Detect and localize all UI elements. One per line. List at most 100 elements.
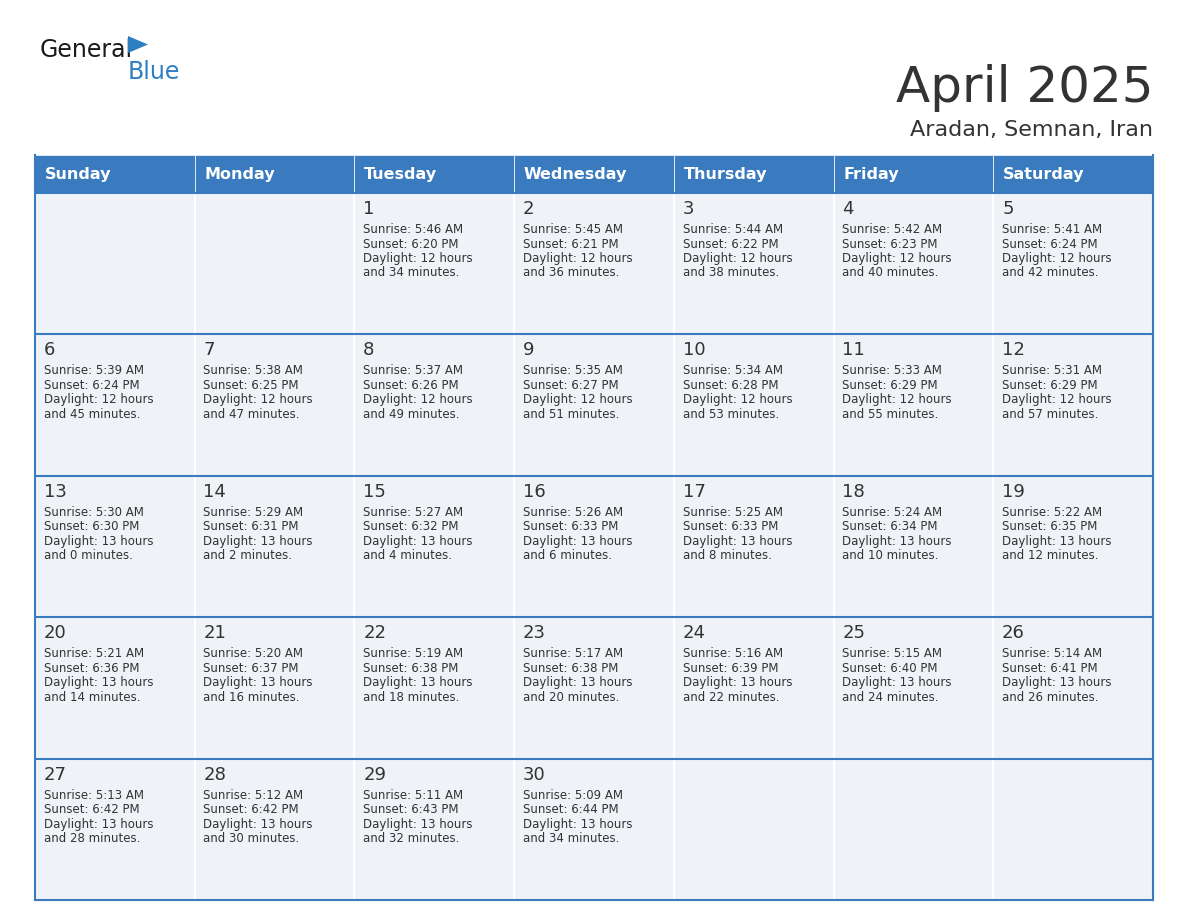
Text: Sunrise: 5:12 AM: Sunrise: 5:12 AM [203,789,304,801]
Text: 5: 5 [1001,200,1013,218]
Text: Aradan, Semnan, Iran: Aradan, Semnan, Iran [910,120,1154,140]
Text: Wednesday: Wednesday [524,166,627,182]
Text: Sunset: 6:29 PM: Sunset: 6:29 PM [842,379,939,392]
Bar [34,334,195,476]
Text: Daylight: 13 hours: Daylight: 13 hours [683,677,792,689]
Bar [354,193,514,334]
Text: and 24 minutes.: and 24 minutes. [842,690,939,704]
Bar [674,617,834,758]
Bar [514,617,674,758]
Text: Daylight: 12 hours: Daylight: 12 hours [1001,394,1112,407]
Polygon shape [128,36,148,53]
Text: 6: 6 [44,341,55,360]
Text: Sunset: 6:24 PM: Sunset: 6:24 PM [1001,238,1098,251]
Text: Sunrise: 5:46 AM: Sunrise: 5:46 AM [364,223,463,236]
Text: 13: 13 [44,483,67,501]
Bar [834,193,993,334]
Bar [514,155,674,193]
Bar [834,476,993,617]
Text: 19: 19 [1001,483,1025,501]
Text: April 2025: April 2025 [896,64,1154,112]
Text: Sunrise: 5:27 AM: Sunrise: 5:27 AM [364,506,463,519]
Text: Daylight: 13 hours: Daylight: 13 hours [523,535,632,548]
Text: Tuesday: Tuesday [364,166,437,182]
Text: 18: 18 [842,483,865,501]
Bar [195,193,354,334]
Text: General: General [40,38,133,62]
Text: Daylight: 12 hours: Daylight: 12 hours [364,252,473,265]
Text: Daylight: 13 hours: Daylight: 13 hours [523,677,632,689]
Text: and 49 minutes.: and 49 minutes. [364,408,460,420]
Text: Sunset: 6:44 PM: Sunset: 6:44 PM [523,803,619,816]
Text: Daylight: 12 hours: Daylight: 12 hours [1001,252,1112,265]
Text: 2: 2 [523,200,535,218]
Text: 7: 7 [203,341,215,360]
Text: Thursday: Thursday [683,166,767,182]
Text: 9: 9 [523,341,535,360]
Text: Daylight: 12 hours: Daylight: 12 hours [523,394,632,407]
Text: 8: 8 [364,341,374,360]
Text: and 16 minutes.: and 16 minutes. [203,690,301,704]
Bar [354,758,514,900]
Text: Sunset: 6:20 PM: Sunset: 6:20 PM [364,238,459,251]
Text: Sunrise: 5:39 AM: Sunrise: 5:39 AM [44,364,144,377]
Text: 28: 28 [203,766,227,784]
Bar [34,155,195,193]
Text: and 14 minutes.: and 14 minutes. [44,690,140,704]
Bar [993,617,1154,758]
Text: Sunrise: 5:20 AM: Sunrise: 5:20 AM [203,647,303,660]
Text: and 28 minutes.: and 28 minutes. [44,832,140,845]
Text: and 0 minutes.: and 0 minutes. [44,549,133,563]
Text: Sunset: 6:33 PM: Sunset: 6:33 PM [683,521,778,533]
Text: Sunset: 6:34 PM: Sunset: 6:34 PM [842,521,937,533]
Text: Sunrise: 5:19 AM: Sunrise: 5:19 AM [364,647,463,660]
Text: and 30 minutes.: and 30 minutes. [203,832,299,845]
Text: Sunset: 6:27 PM: Sunset: 6:27 PM [523,379,619,392]
Text: Sunset: 6:40 PM: Sunset: 6:40 PM [842,662,937,675]
Text: Daylight: 13 hours: Daylight: 13 hours [203,535,312,548]
Text: and 20 minutes.: and 20 minutes. [523,690,619,704]
Text: Daylight: 12 hours: Daylight: 12 hours [842,252,952,265]
Text: 10: 10 [683,341,706,360]
Bar [34,758,195,900]
Text: Sunset: 6:29 PM: Sunset: 6:29 PM [1001,379,1098,392]
Text: Daylight: 12 hours: Daylight: 12 hours [842,394,952,407]
Bar [674,334,834,476]
Text: Sunrise: 5:38 AM: Sunrise: 5:38 AM [203,364,303,377]
Bar [195,155,354,193]
Text: and 32 minutes.: and 32 minutes. [364,832,460,845]
Text: Sunset: 6:26 PM: Sunset: 6:26 PM [364,379,459,392]
Text: Daylight: 13 hours: Daylight: 13 hours [364,535,473,548]
Text: Sunset: 6:36 PM: Sunset: 6:36 PM [44,662,139,675]
Text: 12: 12 [1001,341,1025,360]
Text: 16: 16 [523,483,545,501]
Text: 1: 1 [364,200,374,218]
Bar [354,155,514,193]
Bar [834,758,993,900]
Bar [514,193,674,334]
Bar [514,476,674,617]
Text: Sunrise: 5:30 AM: Sunrise: 5:30 AM [44,506,144,519]
Text: Sunrise: 5:25 AM: Sunrise: 5:25 AM [683,506,783,519]
Text: and 45 minutes.: and 45 minutes. [44,408,140,420]
Text: 24: 24 [683,624,706,643]
Text: Sunrise: 5:16 AM: Sunrise: 5:16 AM [683,647,783,660]
Text: and 55 minutes.: and 55 minutes. [842,408,939,420]
Bar [674,758,834,900]
Text: and 6 minutes.: and 6 minutes. [523,549,612,563]
Text: Sunset: 6:39 PM: Sunset: 6:39 PM [683,662,778,675]
Text: 11: 11 [842,341,865,360]
Text: Sunrise: 5:13 AM: Sunrise: 5:13 AM [44,789,144,801]
Text: and 34 minutes.: and 34 minutes. [364,266,460,279]
Bar [834,334,993,476]
Bar [195,476,354,617]
Bar [195,617,354,758]
Text: Sunset: 6:31 PM: Sunset: 6:31 PM [203,521,299,533]
Text: Sunset: 6:35 PM: Sunset: 6:35 PM [1001,521,1098,533]
Text: 3: 3 [683,200,694,218]
Text: Sunset: 6:43 PM: Sunset: 6:43 PM [364,803,459,816]
Text: Sunrise: 5:11 AM: Sunrise: 5:11 AM [364,789,463,801]
Text: 25: 25 [842,624,865,643]
Text: Sunrise: 5:15 AM: Sunrise: 5:15 AM [842,647,942,660]
Text: Sunset: 6:21 PM: Sunset: 6:21 PM [523,238,619,251]
